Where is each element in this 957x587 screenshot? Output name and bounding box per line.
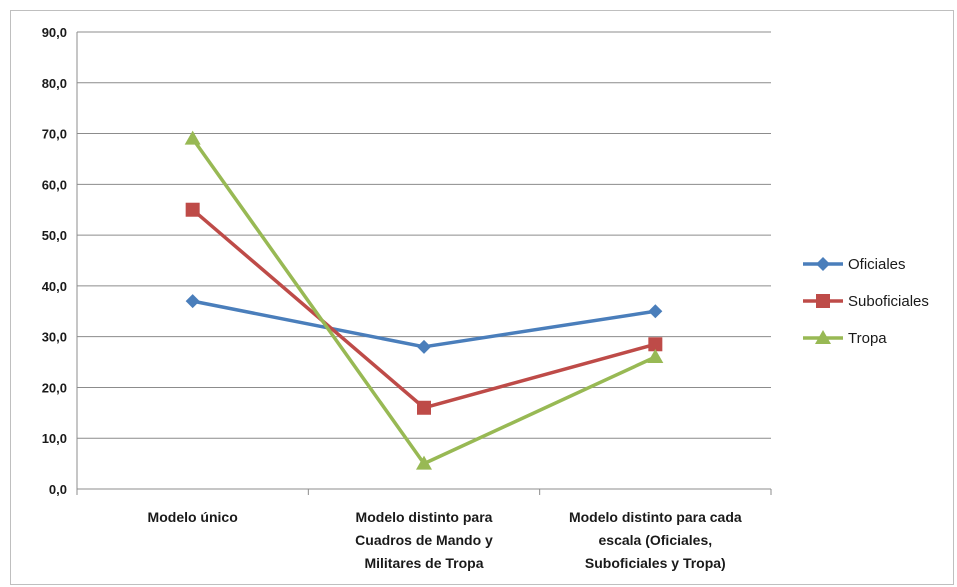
- x-tick-label: Modelo único: [148, 509, 238, 525]
- y-tick-label: 90,0: [42, 25, 67, 40]
- x-tick-label: Modelo distinto para Cuadros de Mando y Mi…: [355, 509, 493, 571]
- data-point-suboficiales: [417, 400, 431, 415]
- data-point-tropa: [416, 455, 432, 470]
- y-tick-label: 10,0: [42, 431, 67, 446]
- legend-marker-suboficiales: [816, 294, 830, 308]
- legend-marker-oficiales: [816, 257, 830, 271]
- data-point-oficiales: [417, 339, 431, 354]
- legend-label-oficiales: Oficiales: [848, 256, 906, 273]
- y-tick-label: 40,0: [42, 279, 67, 294]
- legend-label-suboficiales: Suboficiales: [848, 293, 929, 310]
- data-point-tropa: [647, 348, 664, 363]
- y-tick-label: 60,0: [42, 177, 67, 192]
- y-tick-label: 50,0: [42, 228, 67, 243]
- y-tick-label: 0,0: [49, 482, 67, 497]
- series-line-suboficiales: [191, 208, 656, 410]
- y-tick-label: 30,0: [42, 330, 67, 345]
- data-point-oficiales: [185, 294, 200, 309]
- data-point-suboficiales: [648, 337, 663, 352]
- y-tick-label: 80,0: [42, 76, 67, 91]
- legend-marker-tropa: [815, 330, 831, 344]
- data-point-suboficiales: [185, 202, 200, 217]
- data-point-oficiales: [648, 304, 663, 319]
- y-tick-label: 20,0: [42, 380, 67, 395]
- x-tick-label: Modelo distinto para cada escala (Oficial…: [569, 509, 742, 571]
- legend-label-tropa: Tropa: [848, 330, 887, 347]
- data-point-tropa: [184, 130, 201, 145]
- y-tick-label: 70,0: [42, 127, 67, 142]
- series-line-tropa: [191, 137, 657, 466]
